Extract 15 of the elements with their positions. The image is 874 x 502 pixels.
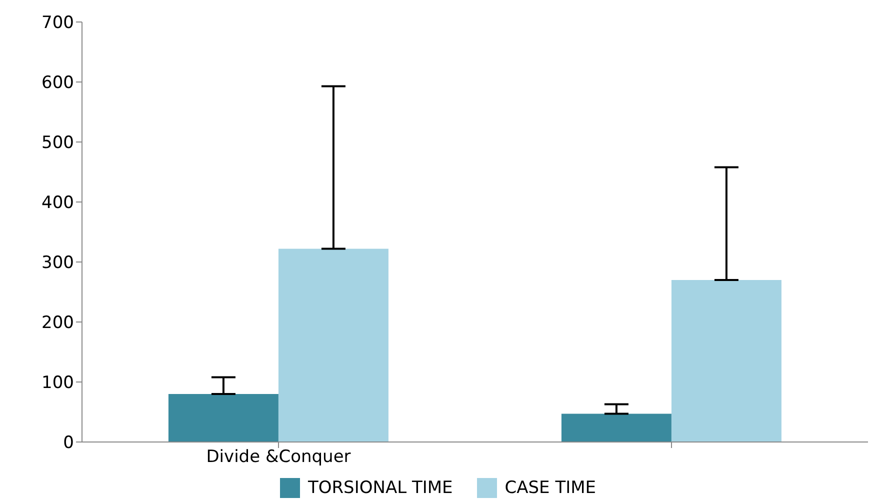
bar [168,394,278,442]
y-tick-label: 100 [42,373,74,394]
y-tick-label: 700 [42,13,74,34]
y-tick-label: 300 [42,253,74,274]
y-tick-label: 400 [42,193,74,214]
y-tick-label: 500 [42,133,74,154]
legend-label: CASE TIME [504,478,596,498]
legend-label: TORSIONAL TIME [308,478,453,498]
y-tick-label: 0 [63,433,74,454]
x-tick-label: Divide &Conquer [206,447,351,468]
y-tick-label: 200 [42,313,74,334]
bar [278,248,388,442]
y-tick-label: 600 [42,73,74,94]
bar [561,414,672,442]
bar [671,280,782,442]
